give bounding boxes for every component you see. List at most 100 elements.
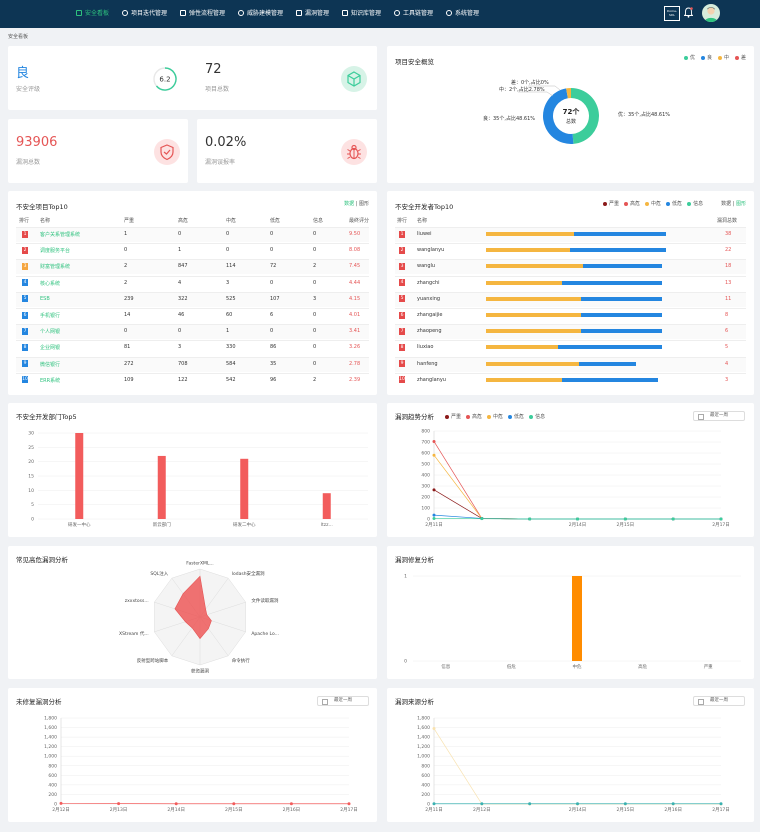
nav-item-flow[interactable]: 弹性流程管理 [180, 8, 225, 17]
dept5-chart: 0 5 10 15 20 25 30 研发一中心 新云部门 研发二中心 ltzz... [28, 431, 368, 528]
bar-medium[interactable] [486, 232, 574, 236]
table-row[interactable] [16, 291, 369, 307]
table-cell: 330 [226, 344, 236, 351]
project-link[interactable]: 财富管理系统 [40, 264, 71, 271]
nav-item-knowledge[interactable]: 知识库管理 [342, 8, 381, 17]
nav-item-vuln[interactable]: 漏洞管理 [296, 8, 329, 17]
table-cell: 0 [124, 328, 128, 335]
donut-label-cha: 差：0个,占比0% [511, 79, 549, 86]
project-link[interactable]: 客户关系管理系统 [40, 232, 81, 238]
legend-item[interactable]: 低危 [508, 413, 524, 420]
bar-low[interactable] [581, 329, 662, 334]
bar-low[interactable] [561, 280, 662, 285]
project-link[interactable]: 微信银行 [40, 361, 61, 368]
data-point [432, 727, 436, 731]
bar-medium[interactable] [486, 329, 582, 334]
bar-medium[interactable] [486, 264, 583, 269]
avatar[interactable] [702, 4, 720, 22]
legend-item[interactable]: 良 [700, 54, 712, 61]
table-header: 最终评分 [349, 218, 370, 224]
legend-item[interactable]: 中危 [645, 200, 661, 207]
table-row[interactable] [395, 275, 746, 291]
nav-item-projects[interactable]: 项目迭代管理 [122, 8, 167, 17]
bar-medium[interactable] [486, 361, 580, 366]
project-link[interactable]: 企业网银 [40, 345, 61, 352]
user-avatar-icon [704, 7, 718, 22]
view-toggle[interactable]: 数据 | 图形 [721, 201, 746, 207]
table-cell: 2.39 [349, 376, 361, 383]
source-range-picker[interactable]: 最近一周 [693, 696, 745, 706]
nav-item-tools[interactable]: 工具链管理 [394, 8, 433, 17]
bar-low[interactable] [579, 361, 636, 366]
project-link[interactable]: 手机银行 [40, 313, 61, 319]
legend-item[interactable]: 信息 [529, 413, 545, 420]
bell-icon[interactable] [684, 7, 693, 18]
table-row[interactable] [395, 340, 746, 355]
project-link[interactable]: 核心系统 [40, 280, 61, 287]
unfixed-range-picker[interactable]: 最近一周 [317, 696, 369, 706]
bar-medium[interactable] [486, 248, 571, 253]
toggle-chart[interactable]: 图形 [735, 201, 746, 207]
legend-item[interactable]: 差 [734, 54, 746, 61]
vuln-total: 5 [725, 344, 729, 351]
table-row[interactable] [395, 243, 746, 258]
toggle-data[interactable]: 数据 [344, 201, 355, 207]
trend-range-picker[interactable]: 最近一周 [693, 411, 745, 421]
overview-donut: 72个 总数 优：35个,占比48.61% 良：35个,占比48.61% 中：2… [483, 79, 670, 144]
toggle-chart[interactable]: 图形 [358, 201, 369, 207]
table-row[interactable] [16, 275, 369, 291]
nav-item-dashboard[interactable]: 安全看板 [76, 8, 109, 17]
nav-item-threat[interactable]: 威胁建模管理 [238, 8, 283, 17]
legend-item[interactable]: 信息 [687, 200, 703, 207]
bar-low[interactable] [581, 313, 662, 317]
table-row[interactable] [16, 340, 369, 355]
legend-item[interactable]: 严重 [445, 413, 461, 420]
project-link[interactable]: 个人网银 [40, 329, 61, 336]
table-row[interactable] [16, 356, 369, 372]
table-cell: 0 [313, 328, 317, 335]
project-link[interactable]: ERR系统 [40, 377, 61, 384]
bar-medium[interactable] [486, 377, 562, 382]
rank-badge: 7 [22, 327, 28, 335]
bar-medium[interactable] [486, 296, 582, 301]
nav-item-system[interactable]: 系统管理 [446, 8, 479, 17]
legend-item[interactable]: 高危 [624, 200, 640, 207]
table-row[interactable] [395, 308, 746, 323]
y-tick: 800 [421, 429, 430, 435]
table-row[interactable] [16, 243, 369, 258]
bar-low[interactable] [582, 264, 662, 269]
y-tick: 200 [48, 792, 57, 798]
y-tick: 600 [48, 773, 57, 779]
bar-low[interactable] [570, 248, 666, 253]
table-row[interactable] [16, 259, 369, 275]
table-row[interactable] [16, 324, 369, 340]
bar-low[interactable] [581, 296, 662, 301]
table-row[interactable] [16, 372, 369, 388]
x-tick: 2月15日 [617, 807, 635, 813]
toggle-data[interactable]: 数据 [721, 201, 732, 207]
overview-legend: 优 良 中 差 [683, 54, 746, 61]
legend-item[interactable]: 中 [717, 54, 729, 61]
y-tick: 300 [421, 484, 430, 490]
legend-item[interactable]: 高危 [466, 413, 482, 420]
bar-low[interactable] [558, 345, 662, 350]
legend-item[interactable]: 优 [683, 54, 695, 61]
x-tick: 低危 [507, 663, 516, 670]
project-link[interactable]: 调度服务平台 [40, 248, 71, 255]
legend-item[interactable]: 低危 [666, 200, 682, 207]
view-toggle[interactable]: 数据 | 图形 [344, 201, 369, 207]
project-link[interactable]: ESB [40, 295, 50, 302]
legend-item[interactable]: 严重 [603, 200, 619, 207]
table-row[interactable] [16, 308, 369, 323]
table-cell: 0 [270, 279, 274, 286]
bar-medium[interactable] [486, 345, 559, 350]
x-tick: 2月12日 [52, 807, 70, 813]
bar-medium[interactable] [486, 280, 562, 285]
data-point [576, 802, 579, 806]
bar-medium[interactable] [486, 313, 582, 317]
bar-low[interactable] [574, 232, 666, 236]
table-row[interactable] [395, 372, 746, 388]
table-row[interactable] [16, 227, 369, 242]
bar-low[interactable] [561, 377, 659, 382]
legend-item[interactable]: 中危 [487, 413, 503, 420]
